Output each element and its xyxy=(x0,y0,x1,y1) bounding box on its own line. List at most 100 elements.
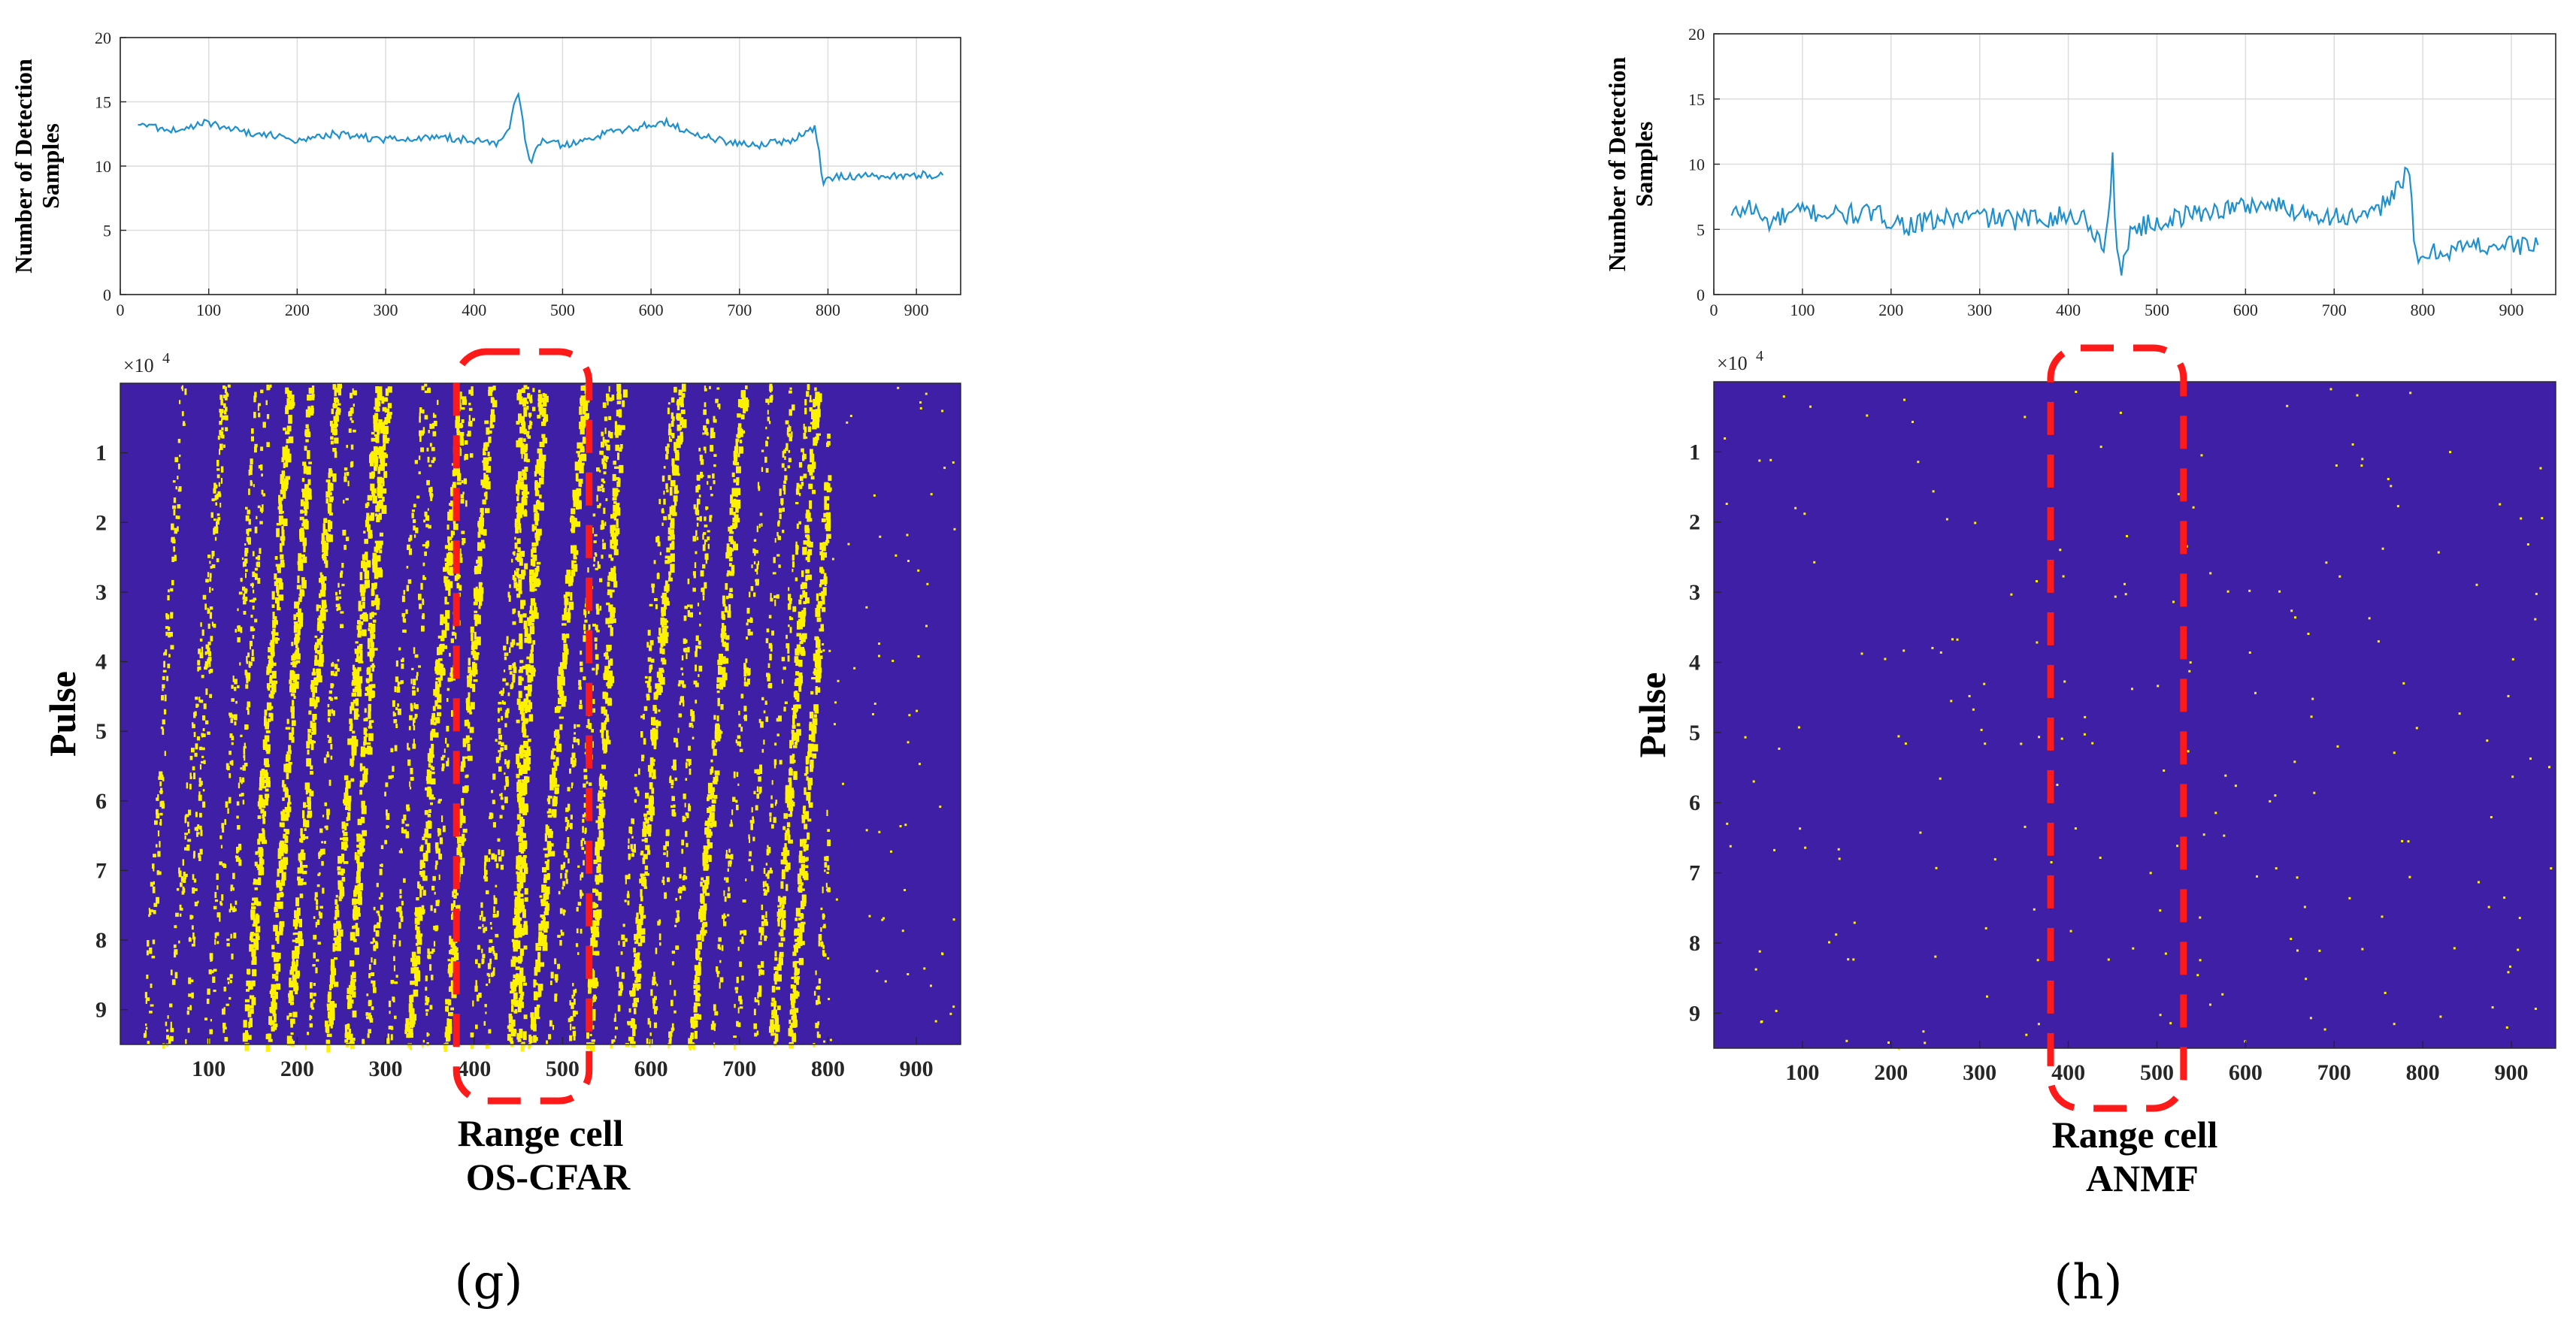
detection-point xyxy=(302,518,307,525)
detection-point xyxy=(274,581,278,586)
detection-point xyxy=(207,555,211,558)
detection-point xyxy=(634,773,637,777)
detection-point xyxy=(371,957,373,963)
detection-point xyxy=(567,617,571,623)
detection-point xyxy=(265,1033,271,1038)
detection-point xyxy=(408,1028,413,1035)
detection-point xyxy=(184,873,188,878)
detection-point xyxy=(231,715,235,718)
detection-point xyxy=(263,799,268,802)
detection-point xyxy=(531,547,537,553)
detection-point xyxy=(507,763,510,769)
detection-point xyxy=(490,409,495,416)
detection-point xyxy=(584,614,586,618)
detection-point xyxy=(410,957,414,963)
detection-point xyxy=(278,594,284,601)
detection-point xyxy=(303,818,306,827)
detection-point xyxy=(250,661,253,667)
detection-point xyxy=(642,857,646,864)
detection-point xyxy=(664,560,670,564)
detection-point xyxy=(412,686,416,689)
detection-point xyxy=(683,866,686,874)
detection-point xyxy=(228,797,232,804)
detection-point xyxy=(574,545,577,553)
detection-point xyxy=(174,527,177,534)
detection-point xyxy=(285,757,290,762)
detection-point xyxy=(170,1021,172,1029)
detection-point xyxy=(661,522,664,526)
detection-point xyxy=(615,427,619,433)
detection-point xyxy=(302,537,307,546)
detection-point xyxy=(602,741,605,751)
detection-point xyxy=(534,612,539,619)
detection-point xyxy=(646,695,650,701)
detection-point xyxy=(286,764,292,773)
detection-point xyxy=(575,943,579,948)
detection-point xyxy=(592,624,596,627)
detection-point xyxy=(400,848,402,852)
detection-point xyxy=(658,933,661,941)
detection-point xyxy=(162,670,167,673)
detection-point xyxy=(235,628,237,633)
detection-point xyxy=(649,1032,652,1036)
detection-point xyxy=(610,618,616,624)
detection-point xyxy=(453,952,459,960)
detection-point xyxy=(552,767,556,775)
detection-point xyxy=(281,540,285,546)
detection-point xyxy=(162,688,164,691)
detection-point xyxy=(332,384,337,390)
detection-point xyxy=(413,534,416,538)
detection-point xyxy=(247,1035,252,1040)
detection-point xyxy=(555,757,559,766)
detection-point xyxy=(714,770,720,775)
detection-point xyxy=(371,451,374,455)
detection-point xyxy=(484,876,488,882)
detection-point xyxy=(299,856,305,860)
detection-point xyxy=(305,424,309,428)
detection-point xyxy=(393,956,395,961)
detection-point xyxy=(624,899,627,902)
detection-point xyxy=(683,684,686,688)
detection-point xyxy=(283,784,286,787)
detection-point xyxy=(720,704,724,710)
detection-point xyxy=(243,594,246,600)
line-xtick-label: 500 xyxy=(550,301,575,319)
detection-point xyxy=(488,389,492,396)
detection-point xyxy=(259,833,263,839)
detection-point xyxy=(687,610,690,617)
detection-point xyxy=(601,738,605,744)
detection-point xyxy=(449,1019,453,1026)
detection-point xyxy=(663,634,668,641)
detection-point xyxy=(450,903,454,911)
detection-point xyxy=(356,681,362,690)
detection-point xyxy=(383,420,388,425)
detection-point xyxy=(290,706,295,712)
detection-point xyxy=(162,728,165,735)
detection-point xyxy=(291,720,296,727)
detection-point xyxy=(430,718,434,725)
detection-point xyxy=(372,612,377,615)
detection-point xyxy=(313,668,316,674)
detection-point xyxy=(262,818,265,824)
detection-point xyxy=(146,997,150,1002)
detection-point xyxy=(681,419,687,428)
detection-point xyxy=(595,667,598,674)
detection-point xyxy=(407,747,410,751)
detection-point xyxy=(565,869,568,873)
detection-point xyxy=(550,754,555,758)
detection-point xyxy=(728,604,731,612)
detection-point xyxy=(419,430,422,437)
detection-point xyxy=(344,792,349,802)
detection-point xyxy=(375,544,379,553)
detection-point xyxy=(459,809,462,818)
detection-point xyxy=(159,781,162,787)
detection-point xyxy=(610,514,615,519)
detection-point xyxy=(634,971,637,977)
detection-point xyxy=(508,1013,513,1019)
detection-point xyxy=(251,482,253,486)
detection-point xyxy=(462,541,465,546)
detection-point xyxy=(317,605,321,609)
detection-point xyxy=(670,534,675,540)
detection-point xyxy=(163,709,167,715)
detection-point xyxy=(326,814,329,820)
